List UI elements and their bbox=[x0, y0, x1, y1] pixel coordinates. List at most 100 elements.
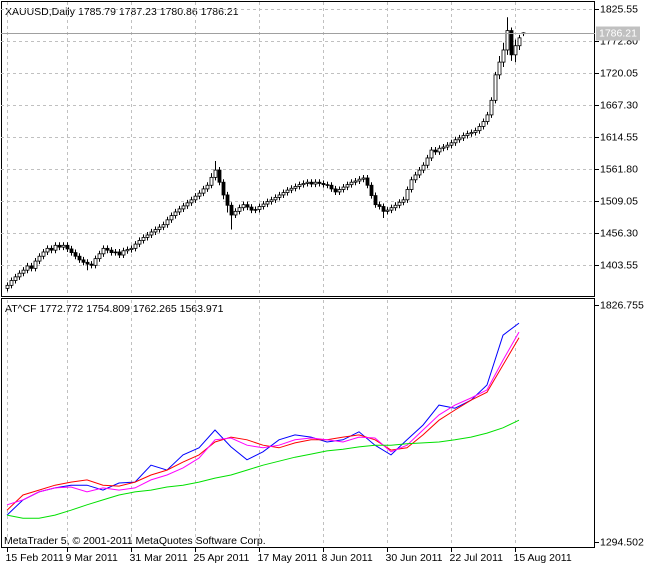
candle-body bbox=[485, 114, 490, 122]
candle-body bbox=[269, 199, 274, 203]
candle-body bbox=[29, 265, 34, 269]
candle-body bbox=[473, 130, 478, 133]
candle-body bbox=[113, 251, 118, 254]
candle-body bbox=[45, 247, 50, 253]
candle-body bbox=[433, 149, 438, 153]
candle-body bbox=[205, 184, 210, 190]
candle-body bbox=[97, 253, 102, 260]
candle-body bbox=[197, 192, 202, 197]
candle-body bbox=[265, 201, 270, 205]
x-tick-label: 9 Mar 2011 bbox=[66, 552, 118, 564]
candle-body bbox=[397, 201, 402, 206]
candle-body bbox=[25, 265, 30, 271]
current-price-label: 1786.21 bbox=[599, 27, 637, 39]
candle-body bbox=[401, 199, 406, 203]
candle-body bbox=[441, 146, 446, 149]
candle-body bbox=[457, 137, 462, 141]
candle-body bbox=[149, 231, 154, 236]
candle-body bbox=[53, 244, 58, 251]
candle-body bbox=[417, 169, 422, 176]
candle-body bbox=[465, 133, 470, 136]
chart-title: XAUUSD,Daily bbox=[5, 6, 76, 18]
candle-body bbox=[497, 61, 502, 76]
y-tick-label: 1826.755 bbox=[600, 299, 644, 311]
candle-body bbox=[57, 244, 62, 248]
candle-body bbox=[469, 132, 474, 135]
candle-body bbox=[169, 215, 174, 221]
candle-body bbox=[445, 144, 450, 148]
candle-body bbox=[285, 189, 290, 193]
candle-body bbox=[513, 45, 518, 56]
candle-body bbox=[297, 184, 302, 187]
candle-body bbox=[317, 181, 322, 184]
footer: MetaTrader 5, © 2001-2011 MetaQuotes Sof… bbox=[4, 535, 266, 547]
candle-body bbox=[277, 194, 282, 198]
candle-body bbox=[481, 121, 486, 127]
candle-body bbox=[241, 204, 246, 209]
indicator-title: AT^CF 1772.772 1754.809 1762.265 1563.97… bbox=[5, 303, 224, 315]
candle-body bbox=[101, 247, 106, 255]
candle-body bbox=[61, 244, 66, 248]
x-tick-label: 31 Mar 2011 bbox=[130, 552, 188, 564]
candle-body bbox=[501, 49, 506, 63]
candle-body bbox=[37, 255, 42, 262]
candle-body bbox=[509, 30, 514, 56]
candle-body bbox=[305, 181, 310, 184]
y-tick-label: 1294.502 bbox=[600, 536, 644, 548]
candle-body bbox=[237, 207, 242, 212]
candle-body bbox=[437, 147, 442, 153]
candle-body bbox=[377, 204, 382, 207]
candle-body bbox=[245, 204, 250, 208]
candle-body bbox=[9, 280, 14, 286]
indicator-line bbox=[6, 419, 520, 519]
price-panel bbox=[1, 1, 595, 297]
candle-body bbox=[373, 195, 378, 206]
candle-body bbox=[341, 186, 346, 190]
candle-body bbox=[273, 196, 278, 201]
x-tick-label: 15 Feb 2011 bbox=[6, 552, 64, 564]
candle-body bbox=[505, 30, 510, 51]
candle-body bbox=[313, 181, 318, 185]
x-tick-label: 22 Jul 2011 bbox=[450, 552, 504, 564]
candle-body bbox=[5, 284, 10, 289]
candle-body bbox=[85, 261, 90, 265]
candle-body bbox=[157, 226, 162, 230]
y-tick-label: 1403.55 bbox=[600, 259, 638, 271]
y-tick-label: 1456.30 bbox=[600, 227, 638, 239]
candle-body bbox=[89, 263, 94, 266]
y-tick-label: 1561.80 bbox=[600, 163, 638, 175]
candle-body bbox=[177, 208, 182, 213]
candle-body bbox=[185, 202, 190, 207]
indicator-panel bbox=[1, 298, 595, 548]
y-tick-label: 1614.55 bbox=[600, 131, 638, 143]
candle-body bbox=[249, 206, 254, 211]
candle-body bbox=[13, 276, 18, 281]
candle-body bbox=[489, 99, 494, 116]
candle-body bbox=[425, 157, 430, 166]
candle-body bbox=[413, 174, 418, 181]
candle-body bbox=[337, 189, 342, 193]
candle-body bbox=[389, 207, 394, 211]
candle-body bbox=[365, 177, 370, 186]
candle-body bbox=[429, 149, 434, 159]
candle-body bbox=[141, 237, 146, 241]
candle-body bbox=[181, 205, 186, 210]
candle-body bbox=[517, 37, 522, 47]
candle-body bbox=[93, 258, 98, 266]
candle-body bbox=[381, 206, 386, 212]
x-tick-label: 25 Apr 2011 bbox=[194, 552, 250, 564]
candle-body bbox=[253, 209, 258, 211]
candle-body bbox=[477, 126, 482, 132]
candle-body bbox=[333, 188, 338, 193]
candle-body bbox=[461, 135, 466, 139]
candle-body bbox=[125, 249, 130, 252]
candle-body bbox=[69, 248, 74, 253]
ohlc-label: 1785.79 1787.23 1780.86 1786.21 bbox=[78, 6, 239, 18]
candle-body bbox=[81, 259, 86, 263]
candle-body bbox=[49, 247, 54, 251]
candle-body bbox=[17, 272, 22, 278]
candle-body bbox=[33, 260, 38, 269]
candle-body bbox=[349, 181, 354, 186]
candle-body bbox=[421, 164, 426, 171]
